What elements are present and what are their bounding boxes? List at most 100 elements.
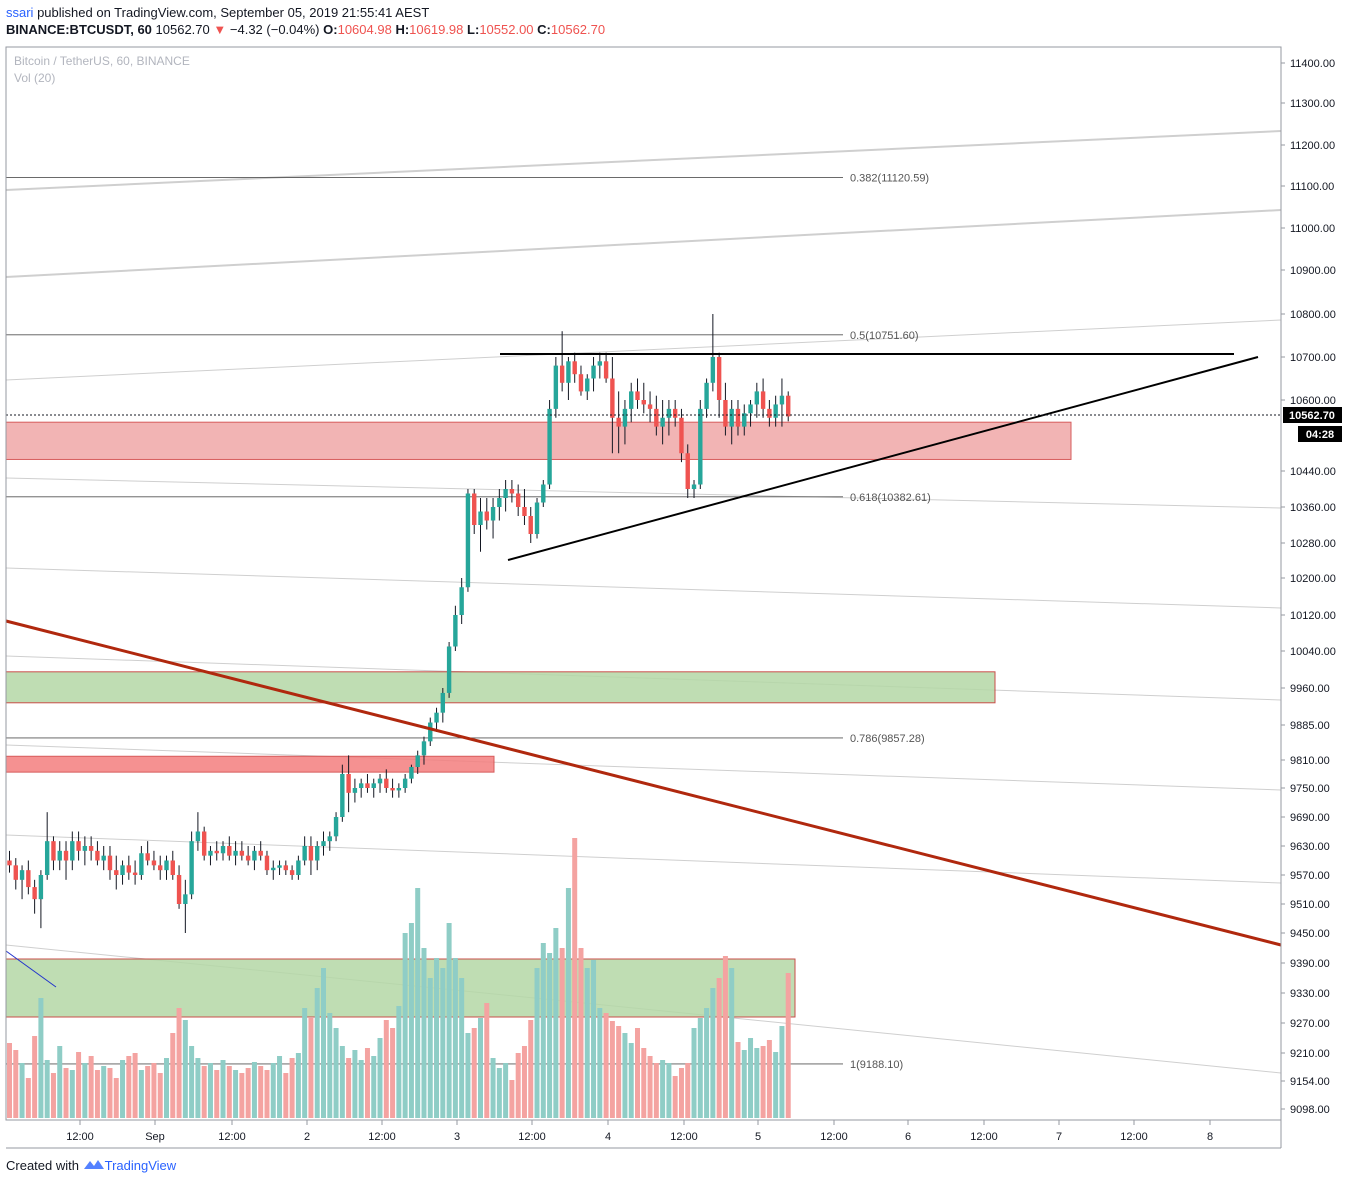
volume-bar	[57, 1046, 63, 1118]
volume-bar	[7, 1043, 12, 1118]
candle-body	[252, 850, 257, 861]
candle-body	[70, 841, 75, 861]
volume-bar	[76, 1052, 82, 1118]
ascending-support-line	[507, 356, 1259, 561]
last-price: 10562.70	[155, 22, 210, 37]
volume-bar	[270, 1063, 276, 1118]
candle-body	[277, 865, 282, 868]
candle-body	[189, 841, 194, 895]
time-tick-label: 7	[1056, 1131, 1062, 1143]
descending-trendline	[5, 619, 1282, 947]
volume-bar	[452, 958, 458, 1118]
candle-body	[672, 408, 678, 418]
candle-body	[402, 778, 408, 788]
price-tick-label: 9154.00	[1290, 1076, 1330, 1088]
author-link[interactable]: ssari	[6, 5, 34, 20]
volume-bar	[302, 1008, 308, 1118]
blue-line	[5, 950, 57, 988]
volume-bar	[603, 1013, 609, 1118]
volume-bar	[346, 1058, 352, 1118]
candle-body	[51, 841, 56, 861]
volume-bar	[63, 1068, 69, 1118]
candle-body	[453, 615, 458, 647]
volume-bar	[704, 1008, 710, 1118]
candle-body	[409, 767, 414, 779]
candle-body	[220, 846, 226, 854]
price-tick-label: 9630.00	[1290, 841, 1330, 853]
series-legend[interactable]: Bitcoin / TetherUS, 60, BINANCE	[14, 54, 190, 68]
candle-body	[786, 395, 791, 417]
candle-body	[635, 391, 640, 400]
volume-bar	[107, 1068, 113, 1118]
candle-body	[63, 850, 69, 861]
candle-body	[164, 860, 169, 871]
volume-bar	[182, 1020, 188, 1118]
channel-line	[5, 130, 1282, 191]
volume-bar	[352, 1050, 358, 1118]
price-tick-label: 11400.00	[1290, 58, 1335, 70]
footer: Created with TradingView	[6, 1158, 176, 1173]
candle-body	[541, 484, 546, 503]
candle-body	[321, 841, 326, 846]
candle-body	[227, 846, 232, 856]
fib-label: 0.786(9857.28)	[850, 733, 925, 745]
volume-bar	[578, 948, 584, 1118]
candle-body	[308, 846, 314, 861]
tradingview-brand[interactable]: TradingView	[104, 1158, 177, 1173]
volume-bar	[239, 1073, 245, 1118]
candle-body	[377, 778, 383, 784]
red-zone	[5, 421, 1072, 460]
candle-body	[760, 391, 766, 409]
price-tick-label: 9885.00	[1290, 720, 1330, 732]
volume-bars	[7, 838, 791, 1118]
volume-bar	[258, 1066, 264, 1118]
price-tick-label: 9510.00	[1290, 899, 1330, 911]
volume-bar	[277, 1056, 283, 1118]
channel-line	[5, 477, 1282, 509]
volume-bar	[264, 1070, 270, 1118]
volume-bar	[390, 1028, 396, 1118]
volume-legend[interactable]: Vol (20)	[14, 71, 55, 85]
candle-body	[88, 846, 94, 851]
price-tick-label: 9098.00	[1290, 1104, 1330, 1116]
candle-body	[346, 774, 351, 793]
volume-bar	[408, 923, 414, 1118]
candle-body	[271, 867, 276, 871]
price-tick-label: 9690.00	[1290, 812, 1330, 824]
volume-bar	[289, 1058, 295, 1118]
volume-bar	[427, 978, 433, 1118]
candle-body	[333, 817, 339, 837]
candle-body	[622, 408, 628, 427]
volume-bar	[685, 1063, 691, 1118]
volume-bar	[195, 1058, 201, 1118]
volume-bar	[233, 1070, 239, 1118]
volume-bar	[622, 1033, 628, 1118]
candle-body	[76, 841, 81, 851]
fib-label: 1(9188.10)	[850, 1059, 903, 1071]
candle-body	[666, 408, 672, 418]
volume-bar	[314, 988, 320, 1118]
volume-bar	[207, 1063, 213, 1118]
volume-bar	[735, 1042, 741, 1118]
volume-bar	[283, 1073, 289, 1118]
channel-line	[5, 834, 1282, 884]
time-tick-label: 5	[755, 1131, 761, 1143]
volume-bar	[295, 1053, 301, 1118]
volume-bar	[164, 1058, 169, 1118]
candle-body	[616, 417, 621, 427]
price-tick-label: 9330.00	[1290, 988, 1330, 1000]
channel-lines	[5, 130, 1282, 1074]
volume-bar	[94, 1070, 100, 1118]
volume-bar	[773, 1052, 779, 1118]
candle-body	[201, 831, 207, 856]
price-tick-label: 10700.00	[1290, 352, 1336, 364]
volume-bar	[189, 1046, 195, 1118]
close-label: C:	[537, 22, 551, 37]
candle-body	[710, 357, 716, 383]
price-tick-label: 11300.00	[1290, 98, 1335, 110]
tradingview-logo-icon	[83, 1158, 105, 1173]
last-price-badge	[1283, 407, 1342, 423]
fib-levels: 0.382(11120.59) 0.5(10751.60) 0.618(10382.…	[6, 173, 931, 1071]
down-arrow-icon: ▼	[213, 22, 227, 37]
